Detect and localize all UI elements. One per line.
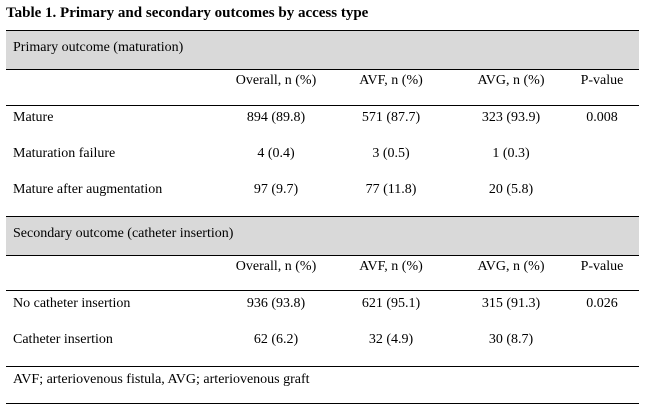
top-rule <box>6 30 639 31</box>
cell-pvalue: 0.008 <box>586 110 618 125</box>
table-title: Table 1. Primary and secondary outcomes … <box>6 5 369 21</box>
footnote: AVF; arteriovenous fistula, AVG; arterio… <box>13 372 310 387</box>
cell-avf: 77 (11.8) <box>365 182 417 197</box>
bottom-rule <box>6 403 639 404</box>
cell-avf: 32 (4.9) <box>368 332 414 347</box>
table-row: Mature 894 (89.8) 571 (87.7) 323 (93.9) … <box>6 109 639 127</box>
section-header-primary: Primary outcome (maturation) <box>6 31 639 69</box>
section-header-secondary: Secondary outcome (catheter insertion) <box>6 217 639 255</box>
cell-overall: 62 (6.2) <box>253 332 299 347</box>
header-rule <box>6 105 639 106</box>
row-label: Mature after augmentation <box>13 182 163 197</box>
section-rule <box>6 216 639 217</box>
col-header-avg: AVG, n (%) <box>477 259 545 274</box>
cell-overall: 4 (0.4) <box>257 146 295 161</box>
row-label: Catheter insertion <box>13 332 113 347</box>
section-label: Secondary outcome (catheter insertion) <box>13 226 234 241</box>
cell-avg: 1 (0.3) <box>492 146 530 161</box>
cell-avg: 323 (93.9) <box>481 110 541 125</box>
col-header-avf: AVF, n (%) <box>359 259 423 274</box>
col-header-pvalue: P-value <box>580 259 624 274</box>
cell-pvalue: 0.026 <box>586 296 618 311</box>
col-header-overall: Overall, n (%) <box>235 259 317 274</box>
table-row: Maturation failure 4 (0.4) 3 (0.5) 1 (0.… <box>6 145 639 163</box>
cell-overall: 894 (89.8) <box>246 110 306 125</box>
row-label: Mature <box>13 110 54 125</box>
col-header-avf: AVF, n (%) <box>359 73 423 88</box>
col-header-pvalue: P-value <box>580 73 624 88</box>
cell-avf: 571 (87.7) <box>361 110 421 125</box>
cell-avg: 20 (5.8) <box>488 182 534 197</box>
cell-avg: 315 (91.3) <box>481 296 541 311</box>
section-rule <box>6 69 639 70</box>
section-rule <box>6 255 639 256</box>
cell-avf: 621 (95.1) <box>361 296 421 311</box>
section-rule <box>6 366 639 367</box>
row-label: Maturation failure <box>13 146 116 161</box>
cell-overall: 97 (9.7) <box>253 182 299 197</box>
cell-avf: 3 (0.5) <box>372 146 410 161</box>
section-label: Primary outcome (maturation) <box>13 40 184 55</box>
table-row: Mature after augmentation 97 (9.7) 77 (1… <box>6 181 639 199</box>
col-header-overall: Overall, n (%) <box>235 73 317 88</box>
header-rule <box>6 290 639 291</box>
column-header-row: Overall, n (%) AVF, n (%) AVG, n (%) P-v… <box>6 258 639 276</box>
row-label: No catheter insertion <box>13 296 131 311</box>
col-header-avg: AVG, n (%) <box>477 73 545 88</box>
table-row: No catheter insertion 936 (93.8) 621 (95… <box>6 295 639 313</box>
table-row: Catheter insertion 62 (6.2) 32 (4.9) 30 … <box>6 331 639 349</box>
cell-avg: 30 (8.7) <box>488 332 534 347</box>
column-header-row: Overall, n (%) AVF, n (%) AVG, n (%) P-v… <box>6 72 639 90</box>
cell-overall: 936 (93.8) <box>246 296 306 311</box>
